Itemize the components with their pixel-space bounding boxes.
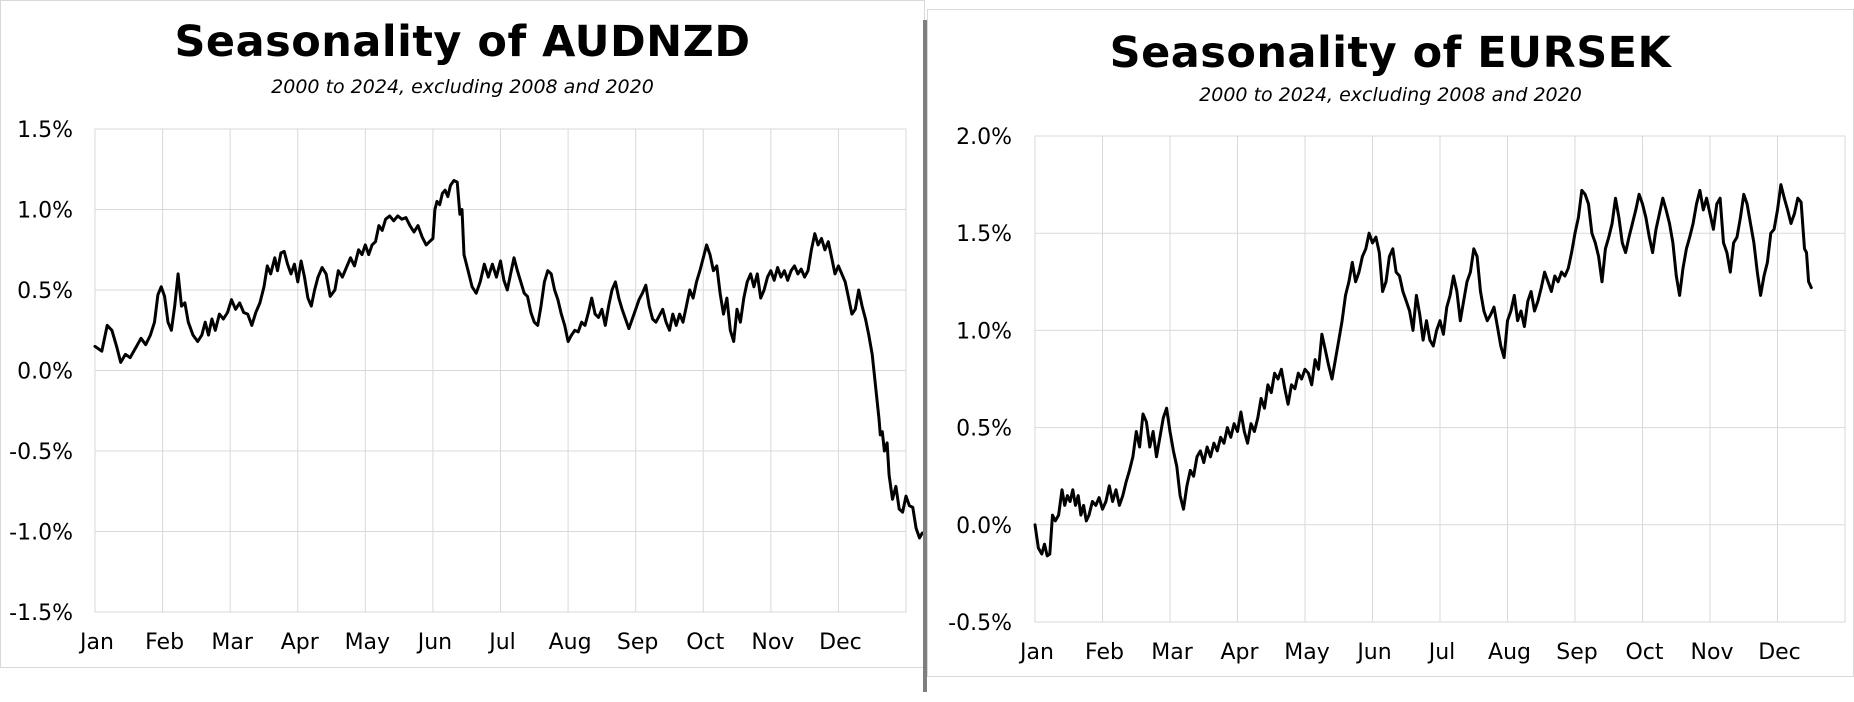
series-line bbox=[1033, 183, 1813, 558]
x-tick-label: Sep bbox=[617, 630, 658, 655]
line-chart-audnzd: 1.5% 1.0% 0.5% 0.0% -0.5% -1.0% -1.5%Jan Feb Mar… bbox=[9, 118, 924, 655]
x-tick-label: May bbox=[1284, 640, 1329, 665]
y-tick-label: 0.0% bbox=[956, 514, 1012, 539]
series-line bbox=[93, 179, 924, 540]
x-tick-label: Dec bbox=[1758, 640, 1801, 665]
y-tick-label: 0.5% bbox=[17, 279, 73, 304]
y-tick-label: -1.5% bbox=[9, 601, 73, 626]
chart-title: Seasonality of EURSEK bbox=[1109, 28, 1672, 78]
y-tick-label: 1.5% bbox=[956, 222, 1012, 247]
y-tick-label: 0.5% bbox=[956, 417, 1012, 442]
x-tick-label: Aug bbox=[549, 630, 592, 655]
y-tick-label: 1.0% bbox=[956, 319, 1012, 344]
x-tick-label: Dec bbox=[819, 630, 862, 655]
x-tick-label: Sep bbox=[1556, 640, 1597, 665]
x-tick-label: Mar bbox=[211, 630, 253, 655]
x-tick-label: Nov bbox=[1691, 640, 1734, 665]
plot-area-frame bbox=[94, 128, 907, 613]
x-tick-label: Jun bbox=[1355, 640, 1391, 665]
y-tick-label: 0.0% bbox=[17, 360, 73, 385]
x-tick-label: Jan bbox=[78, 630, 114, 655]
x-tick-label: Oct bbox=[1625, 640, 1663, 665]
x-tick-label: May bbox=[345, 630, 390, 655]
x-tick-label: Jan bbox=[1018, 640, 1054, 665]
y-tick-label: -1.0% bbox=[9, 521, 73, 546]
x-tick-label: Feb bbox=[1085, 640, 1124, 665]
x-tick-label: Oct bbox=[686, 630, 724, 655]
y-tick-label: 1.5% bbox=[17, 118, 73, 143]
plot-area-frame bbox=[1034, 135, 1846, 623]
chart-title: Seasonality of AUDNZD bbox=[174, 17, 751, 67]
x-tick-label: Feb bbox=[145, 630, 184, 655]
y-tick-label: -0.5% bbox=[9, 440, 73, 465]
y-tick-label: 1.0% bbox=[17, 199, 73, 224]
chart-panel-audnzd: Seasonality of AUDNZD 2000 to 2024, excl… bbox=[0, 0, 925, 668]
x-tick-label: Jul bbox=[1427, 640, 1456, 665]
x-tick-label: Apr bbox=[281, 630, 320, 655]
x-tick-label: Mar bbox=[1151, 640, 1193, 665]
line-chart-eursek: 2.0% 1.5% 1.0% 0.5% 0.0% -0.5%Jan Feb Mar Apr May… bbox=[948, 125, 1846, 665]
y-tick-label: -0.5% bbox=[948, 611, 1012, 636]
chart-panel-eursek: Seasonality of EURSEK 2000 to 2024, excl… bbox=[927, 9, 1854, 677]
x-tick-label: Aug bbox=[1488, 640, 1531, 665]
panel-divider bbox=[923, 20, 927, 692]
x-tick-label: Jul bbox=[487, 630, 516, 655]
x-tick-label: Jun bbox=[416, 630, 452, 655]
x-tick-label: Nov bbox=[751, 630, 794, 655]
chart-subtitle: 2000 to 2024, excluding 2008 and 2020 bbox=[271, 76, 654, 98]
x-tick-label: Apr bbox=[1220, 640, 1259, 665]
chart-subtitle: 2000 to 2024, excluding 2008 and 2020 bbox=[1199, 84, 1582, 106]
y-tick-label: 2.0% bbox=[956, 125, 1012, 150]
